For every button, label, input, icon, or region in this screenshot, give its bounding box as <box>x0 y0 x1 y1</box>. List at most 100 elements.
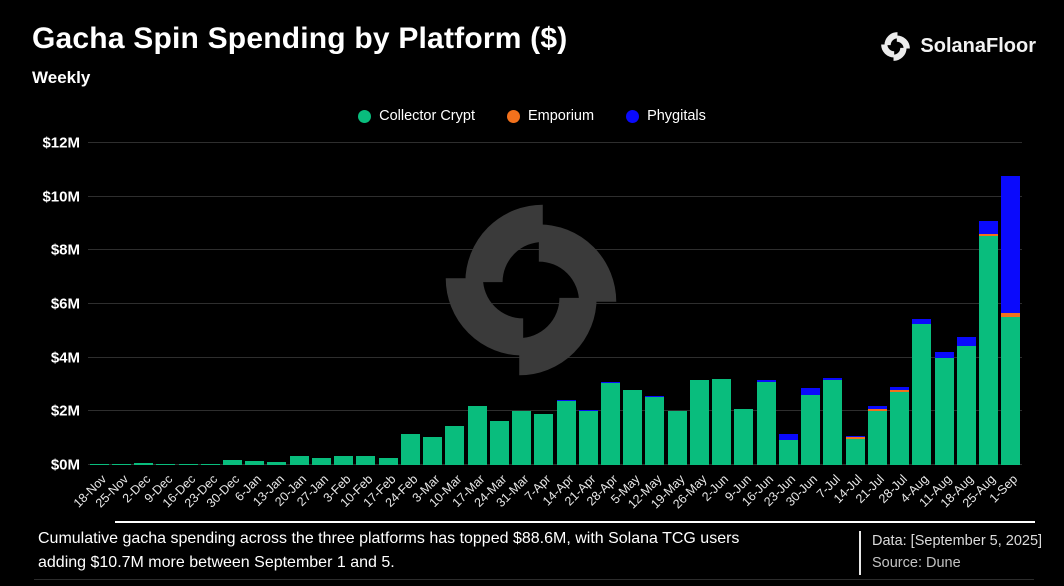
bar-stack <box>623 390 643 465</box>
bar-27-jan[interactable] <box>310 143 332 465</box>
bar-segment-collector-crypt <box>512 411 532 465</box>
bar-segment-collector-crypt <box>778 440 798 465</box>
gridline--10m <box>88 196 1022 197</box>
bar-20-jan[interactable] <box>288 143 310 465</box>
bar-segment-phygitals <box>556 400 576 401</box>
bar-stack <box>534 414 554 465</box>
bar-segment-emporium <box>867 409 887 411</box>
bar-segment-collector-crypt <box>601 383 620 465</box>
bar-series <box>88 143 1022 465</box>
footer-note-line2: adding $10.7M more between September 1 a… <box>38 554 395 571</box>
legend-item-phygitals[interactable]: Phygitals <box>626 108 706 124</box>
legend-dot-icon <box>358 109 372 123</box>
bar-segment-phygitals <box>956 337 976 346</box>
bar-23-jun[interactable] <box>777 143 799 465</box>
bar-6-jan[interactable] <box>244 143 266 465</box>
bar-stack <box>956 337 976 465</box>
bar-21-jul[interactable] <box>866 143 888 465</box>
bar-9-jun[interactable] <box>733 143 755 465</box>
bar-30-dec[interactable] <box>221 143 243 465</box>
y-tick--10m: $10M <box>42 188 80 206</box>
bar-11-aug[interactable] <box>933 143 955 465</box>
bar-segment-collector-crypt <box>667 411 687 465</box>
legend-item-collector-crypt[interactable]: Collector Crypt <box>358 108 475 124</box>
bar-segment-collector-crypt <box>400 434 420 465</box>
bar-12-may[interactable] <box>644 143 666 465</box>
bar-18-nov[interactable] <box>88 143 110 465</box>
bar-stack <box>867 406 887 465</box>
bar-9-dec[interactable] <box>155 143 177 465</box>
gridline--6m <box>88 303 1022 304</box>
bar-24-mar[interactable] <box>488 143 510 465</box>
bar-5-may[interactable] <box>622 143 644 465</box>
bar-segment-phygitals <box>890 387 910 390</box>
bar-4-aug[interactable] <box>911 143 933 465</box>
footer-note: Cumulative gacha spending across the thr… <box>38 527 739 575</box>
bar-13-jan[interactable] <box>266 143 288 465</box>
bar-segment-collector-crypt <box>111 464 131 465</box>
bar-3-mar[interactable] <box>422 143 444 465</box>
bar-10-mar[interactable] <box>444 143 466 465</box>
legend-label: Emporium <box>527 108 595 124</box>
bar-16-jun[interactable] <box>755 143 777 465</box>
bar-segment-collector-crypt <box>689 380 709 465</box>
bar-2-dec[interactable] <box>132 143 154 465</box>
bar-25-nov[interactable] <box>110 143 132 465</box>
brand-name: SolanaFloor <box>920 35 1036 57</box>
x-slot: 1-Sep <box>987 467 1022 525</box>
bar-17-mar[interactable] <box>466 143 488 465</box>
bar-3-feb[interactable] <box>333 143 355 465</box>
bar-18-aug[interactable] <box>955 143 977 465</box>
bar-segment-collector-crypt <box>445 426 465 465</box>
legend-dot-icon <box>626 109 640 123</box>
bar-segment-collector-crypt <box>645 397 665 465</box>
bar-segment-collector-crypt <box>912 324 932 465</box>
bar-segment-collector-crypt <box>934 358 954 465</box>
bar-16-dec[interactable] <box>177 143 199 465</box>
bar-segment-phygitals <box>867 406 887 409</box>
bar-7-apr[interactable] <box>533 143 555 465</box>
bar-30-jun[interactable] <box>800 143 822 465</box>
bar-24-feb[interactable] <box>399 143 421 465</box>
bar-23-dec[interactable] <box>199 143 221 465</box>
bar-14-jul[interactable] <box>844 143 866 465</box>
bottom-hairline <box>34 579 1034 580</box>
chart-area: $0M $2M $4M $6M $8M $10M $12M <box>0 135 1064 474</box>
bar-segment-phygitals <box>601 382 620 383</box>
y-tick--0m: $0M <box>50 456 80 474</box>
bar-stack <box>178 464 198 465</box>
bar-17-feb[interactable] <box>377 143 399 465</box>
bar-stack <box>289 456 309 465</box>
bar-segment-collector-crypt <box>867 411 887 465</box>
bar-stack <box>467 406 487 465</box>
bar-stack <box>689 380 709 465</box>
bar-segment-phygitals <box>1001 176 1021 313</box>
bar-19-may[interactable] <box>666 143 688 465</box>
bar-stack <box>667 411 687 465</box>
bar-25-aug[interactable] <box>977 143 999 465</box>
bar-stack <box>778 434 798 465</box>
bar-stack <box>801 388 821 465</box>
bar-28-apr[interactable] <box>599 143 621 465</box>
bar-segment-collector-crypt <box>956 346 976 465</box>
bar-28-jul[interactable] <box>888 143 910 465</box>
bar-2-jun[interactable] <box>711 143 733 465</box>
bar-segment-collector-crypt <box>534 414 554 465</box>
bar-segment-phygitals <box>801 388 821 395</box>
bar-segment-phygitals <box>845 436 865 437</box>
legend-dot-icon <box>506 109 520 123</box>
legend-label: Collector Crypt <box>379 108 475 124</box>
bar-7-jul[interactable] <box>822 143 844 465</box>
bar-10-feb[interactable] <box>355 143 377 465</box>
bar-segment-collector-crypt <box>223 460 243 465</box>
bar-21-apr[interactable] <box>577 143 599 465</box>
bar-26-may[interactable] <box>688 143 710 465</box>
bar-segment-emporium <box>845 437 865 439</box>
bar-stack <box>756 380 776 465</box>
gridline--12m <box>88 142 1022 143</box>
bar-31-mar[interactable] <box>510 143 532 465</box>
bar-14-apr[interactable] <box>555 143 577 465</box>
bar-1-sep[interactable] <box>1000 143 1022 465</box>
legend-item-emporium[interactable]: Emporium <box>506 108 595 124</box>
